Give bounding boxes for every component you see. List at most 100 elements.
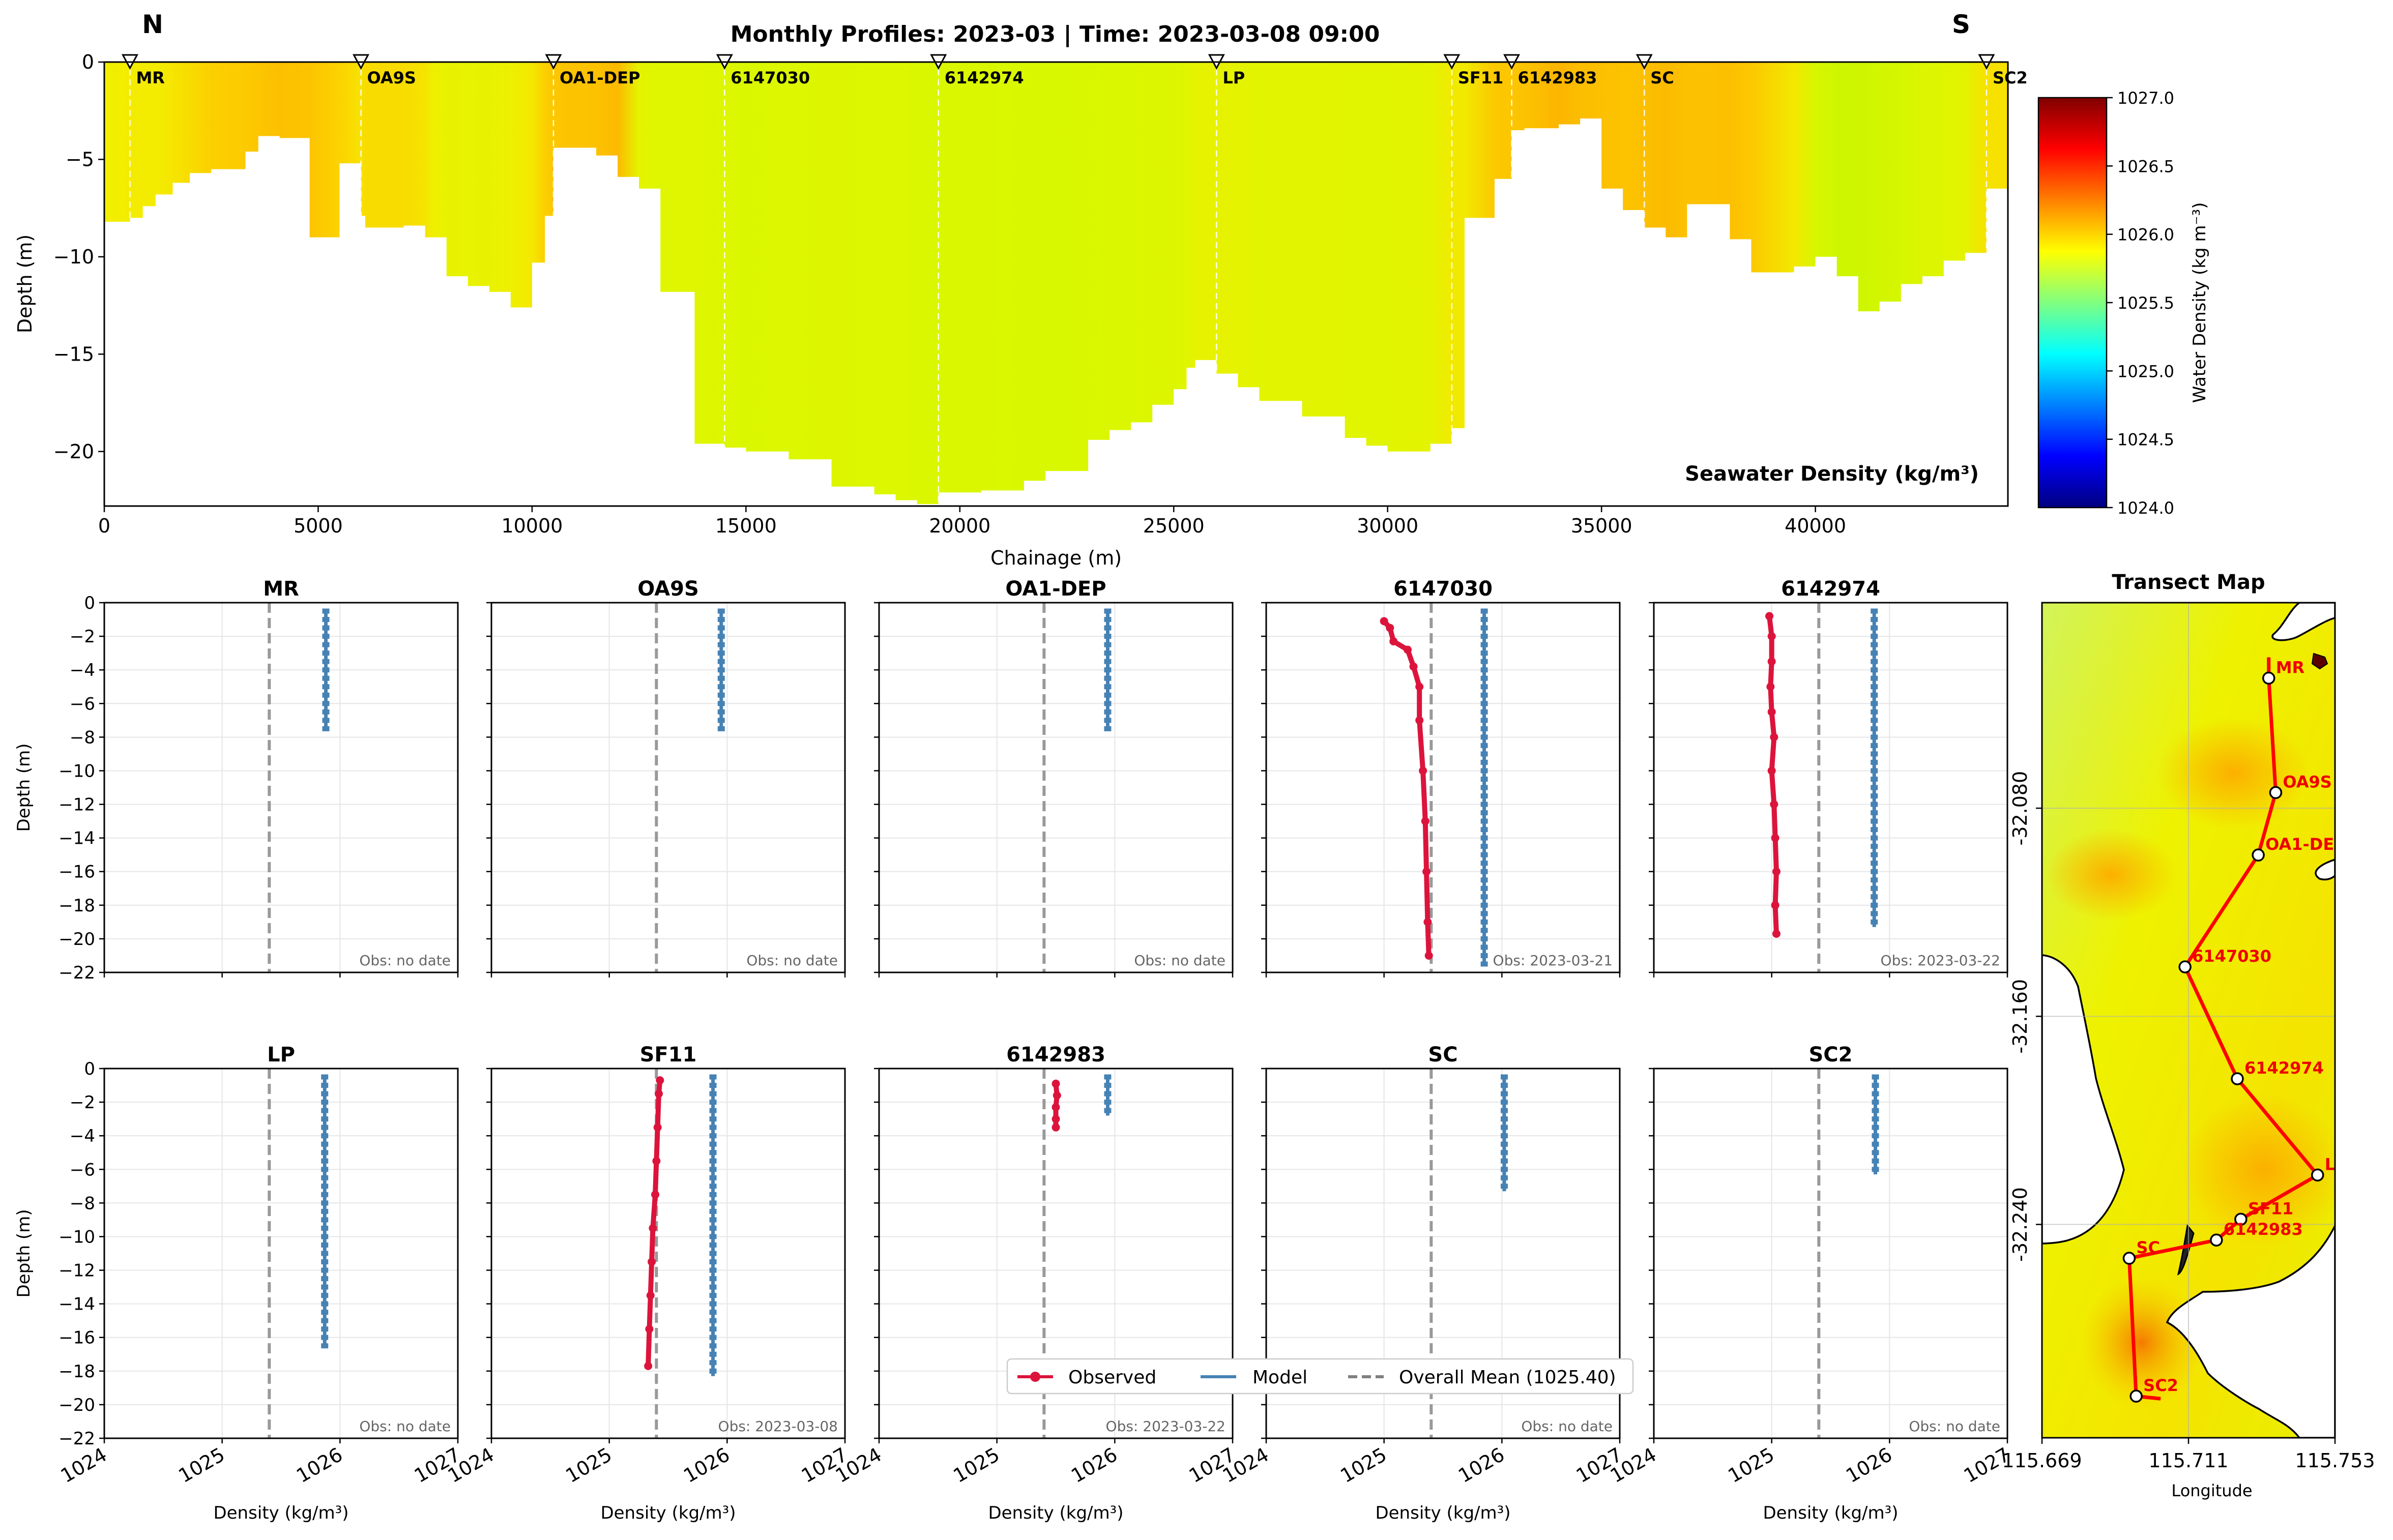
map-y-tick-label: -32.240 — [2009, 1187, 2031, 1262]
model-profile-marker — [1480, 835, 1488, 841]
model-profile-marker — [1872, 1141, 1879, 1147]
model-profile-marker — [1104, 642, 1112, 647]
model-profile-marker — [1871, 885, 1878, 891]
model-profile-marker — [1500, 1158, 1508, 1164]
panel-obs-date: Obs: 2023-03-22 — [1106, 1418, 1225, 1435]
panel-y-tick-label: −16 — [59, 862, 95, 882]
panel-obs-date: Obs: 2023-03-22 — [1881, 952, 2000, 969]
model-profile-marker — [717, 617, 725, 623]
map-island — [2311, 653, 2328, 670]
observed-profile-point — [654, 1089, 663, 1098]
observed-profile-point — [1415, 716, 1424, 725]
model-profile-marker — [1871, 793, 1878, 799]
model-profile-marker — [1871, 718, 1878, 723]
panel-background — [879, 603, 1233, 972]
model-profile-marker — [1480, 759, 1488, 765]
model-profile-marker — [1500, 1183, 1508, 1189]
model-profile-marker — [1500, 1083, 1508, 1088]
map-station-marker — [2269, 786, 2283, 799]
model-profile-marker — [1871, 743, 1878, 748]
model-profile-marker — [321, 1217, 329, 1223]
panel-x-tick-label: 1026 — [1454, 1443, 1508, 1487]
panel-y-tick-label: −20 — [59, 929, 95, 950]
model-profile-marker — [1480, 877, 1488, 883]
model-profile-marker — [1480, 642, 1488, 647]
model-profile-marker — [1104, 650, 1112, 656]
map-station-marker — [2252, 848, 2265, 862]
model-profile-marker — [1500, 1167, 1508, 1172]
model-profile-marker — [322, 675, 330, 681]
panel-x-tick-label: 1026 — [1842, 1443, 1896, 1487]
model-profile-marker — [709, 1368, 717, 1374]
model-profile-marker — [1104, 726, 1112, 731]
map-station-marker — [2210, 1233, 2223, 1247]
panel-y-tick-label: −10 — [59, 1227, 95, 1247]
panel-background — [1654, 1069, 2007, 1438]
map-ticks: 115.669 115.711 115.753 -32.080 -32.160 -32.2… — [2002, 771, 2375, 1472]
model-profile-marker — [321, 1318, 329, 1323]
model-profile-marker — [717, 634, 725, 639]
model-profile-marker — [1500, 1124, 1508, 1130]
panel-frame — [1265, 1068, 1621, 1439]
model-profile-marker — [322, 709, 330, 715]
panel-y-tick-label: −4 — [70, 660, 95, 680]
model-profile-marker — [1872, 1133, 1879, 1139]
panel-title: SC2 — [1809, 1043, 1853, 1067]
section-y-label: Depth (m) — [14, 234, 36, 334]
model-profile-marker — [1871, 852, 1878, 857]
model-profile-marker — [1872, 1124, 1879, 1130]
section-x-tick-label: 15000 — [715, 515, 777, 537]
model-profile-marker — [1871, 911, 1878, 916]
colorbar-tick-label: 1025.0 — [2117, 362, 2174, 381]
model-profile-marker — [1480, 751, 1488, 757]
panel-y-tick-label: −12 — [59, 1261, 95, 1281]
model-profile-marker — [1480, 936, 1488, 941]
model-profile-marker — [322, 718, 330, 723]
model-profile-marker — [709, 1183, 717, 1189]
panel-y-tick-label: −18 — [59, 896, 95, 916]
panel-frame — [490, 602, 846, 973]
model-profile-marker — [1872, 1116, 1879, 1122]
observed-profile-point — [1419, 766, 1427, 775]
map-station-label: SC — [2136, 1238, 2160, 1257]
model-profile-marker — [717, 659, 725, 664]
model-profile-marker — [1104, 617, 1112, 623]
map-station-marker — [2262, 671, 2275, 685]
model-profile-marker — [321, 1284, 329, 1290]
section-x-tick-label: 25000 — [1143, 515, 1205, 537]
model-profile-marker — [321, 1158, 329, 1164]
model-profile-marker — [1104, 625, 1112, 631]
model-profile-marker — [1871, 894, 1878, 900]
model-profile-marker — [709, 1276, 717, 1282]
model-profile-marker — [1500, 1116, 1508, 1122]
model-profile-marker — [1871, 844, 1878, 849]
panel-y-tick-label: −16 — [59, 1328, 95, 1348]
model-profile-marker — [1871, 919, 1878, 925]
model-profile-marker — [1480, 608, 1488, 614]
panel-title: 6147030 — [1393, 577, 1493, 601]
model-profile-marker — [1480, 785, 1488, 790]
observed-profile-point — [652, 1157, 661, 1165]
model-profile-marker — [1104, 1100, 1112, 1105]
map-station-marker — [2234, 1212, 2248, 1226]
model-profile-marker — [1871, 642, 1878, 647]
map-station-label: OA9S — [2283, 772, 2331, 791]
model-profile-marker — [1104, 1074, 1112, 1080]
model-profile-marker — [1104, 634, 1112, 639]
panel-obs-date: Obs: no date — [1521, 1418, 1613, 1435]
panel-y-label: Depth (m) — [14, 1209, 34, 1297]
model-profile-marker — [1871, 810, 1878, 816]
model-profile-marker — [717, 667, 725, 673]
map-station-marker — [2178, 960, 2192, 973]
model-profile-marker — [321, 1234, 329, 1239]
model-profile-marker — [1480, 911, 1488, 916]
map-x-tick-label: 115.711 — [2148, 1449, 2228, 1472]
model-profile-marker — [709, 1225, 717, 1231]
observed-profile-point — [1421, 817, 1429, 825]
model-profile-marker — [1872, 1100, 1879, 1105]
model-profile-marker — [709, 1141, 717, 1147]
map-station-label: 6147030 — [2192, 946, 2271, 966]
model-profile-marker — [1500, 1150, 1508, 1156]
model-profile-marker — [321, 1192, 329, 1197]
